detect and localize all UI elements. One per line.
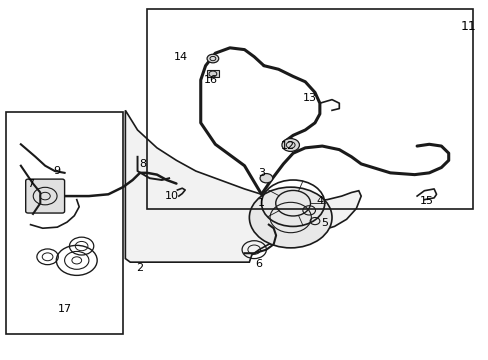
Text: 1: 1 — [258, 198, 264, 208]
Text: 14: 14 — [174, 52, 188, 62]
Text: 15: 15 — [419, 197, 433, 206]
Bar — [206, 70, 218, 77]
Text: 8: 8 — [139, 159, 145, 169]
Text: 3: 3 — [258, 168, 264, 178]
FancyBboxPatch shape — [26, 179, 64, 213]
Circle shape — [249, 187, 331, 248]
Text: 9: 9 — [54, 166, 61, 176]
Text: 13: 13 — [303, 93, 317, 103]
Circle shape — [260, 174, 272, 183]
Text: 5: 5 — [321, 218, 327, 228]
Bar — [6, 112, 122, 334]
Text: 6: 6 — [255, 259, 262, 269]
Text: 10: 10 — [164, 191, 178, 201]
Circle shape — [206, 54, 218, 63]
Circle shape — [282, 139, 299, 152]
Polygon shape — [125, 111, 361, 262]
Text: 12: 12 — [281, 141, 295, 151]
Bar — [147, 9, 472, 208]
Text: 7: 7 — [27, 179, 34, 189]
Text: 17: 17 — [58, 303, 72, 314]
Text: 4: 4 — [316, 197, 323, 206]
Text: 16: 16 — [203, 75, 217, 85]
Text: 2: 2 — [136, 262, 143, 273]
Text: 11: 11 — [459, 20, 475, 33]
